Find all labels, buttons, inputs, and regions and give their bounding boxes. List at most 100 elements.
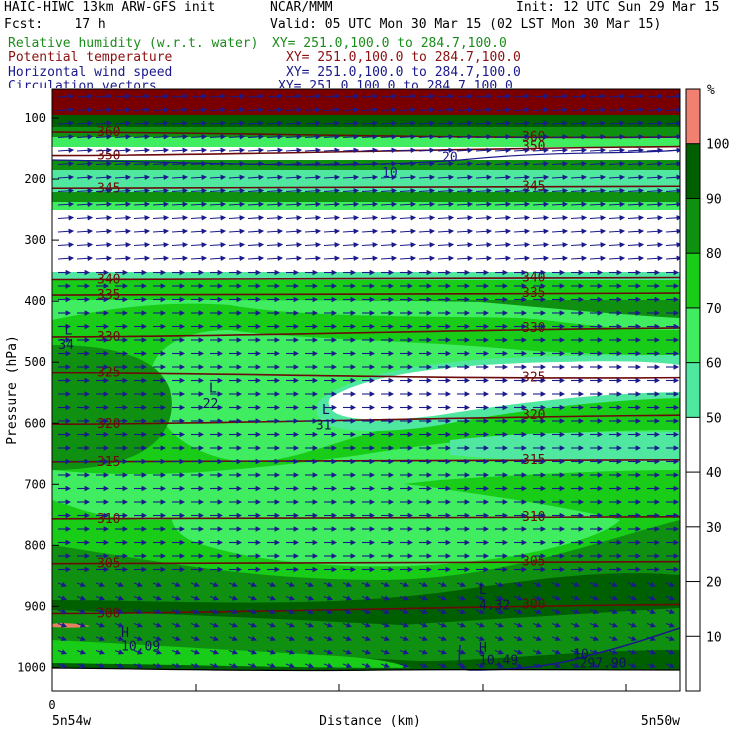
- circulation-vector: [665, 242, 680, 248]
- circulation-vector: [418, 161, 436, 167]
- circulation-vector: [209, 174, 227, 181]
- circulation-vector: [95, 188, 113, 194]
- circulation-vector: [646, 595, 657, 601]
- circulation-vector: [665, 161, 680, 167]
- theta-contour-line: [52, 414, 680, 425]
- x-axis-title: Distance (km): [319, 714, 421, 729]
- circulation-vector: [171, 662, 182, 669]
- circulation-vector: [513, 228, 531, 235]
- x-zero-label: 0: [48, 698, 55, 712]
- colorbar-tick-label: 30: [706, 521, 722, 536]
- circulation-vector: [342, 147, 360, 154]
- circulation-vector: [171, 581, 182, 588]
- circulation-vector: [209, 581, 220, 588]
- circulation-vector: [190, 622, 201, 628]
- circulation-vector: [95, 662, 106, 669]
- circulation-vector: [209, 120, 227, 127]
- circulation-vector: [589, 161, 607, 167]
- theta-contour-label: 350: [97, 149, 120, 164]
- circulation-vector: [627, 608, 638, 615]
- circulation-vector: [570, 201, 588, 208]
- circulation-vector: [418, 134, 436, 140]
- circulation-vector: [494, 595, 505, 601]
- circulation-vector: [418, 215, 436, 221]
- circulation-vector: [171, 134, 189, 140]
- circulation-vector: [361, 93, 379, 100]
- circulation-vector: [171, 635, 182, 642]
- circulation-vector: [228, 215, 246, 221]
- circulation-vector: [266, 215, 284, 221]
- circulation-vector: [133, 622, 144, 628]
- circulation-vector: [456, 622, 467, 628]
- circulation-vector: [304, 635, 315, 642]
- circulation-vector: [171, 120, 189, 127]
- circulation-vector: [247, 188, 265, 194]
- circulation-vector: [399, 649, 410, 655]
- circulation-vector: [532, 174, 550, 181]
- circulation-vector: [532, 120, 550, 127]
- circulation-vector: [190, 147, 208, 154]
- circulation-vector: [665, 255, 680, 262]
- circulation-vector: [209, 228, 227, 235]
- circulation-vector: [494, 134, 512, 140]
- circulation-vector: [76, 147, 94, 154]
- x-axis: 0 5n54w Distance (km) 5n50w: [48, 684, 680, 729]
- circulation-vector: [456, 134, 474, 140]
- circulation-vector: [380, 242, 398, 248]
- circulation-vector: [418, 622, 429, 628]
- circulation-vector: [247, 662, 258, 669]
- circulation-vector: [570, 242, 588, 248]
- circulation-vector: [589, 581, 600, 588]
- circulation-vector: [646, 581, 657, 588]
- circulation-vector: [380, 174, 398, 181]
- circulation-vector: [608, 635, 619, 642]
- circulation-vector: [627, 161, 645, 167]
- colorbar-segment: [686, 143, 700, 199]
- circulation-vector: [95, 174, 113, 181]
- colorbar-frame: [685, 88, 701, 692]
- circulation-vector: [209, 649, 220, 655]
- circulation-vector: [646, 147, 664, 154]
- pressure-center-label: L: [209, 382, 217, 397]
- theta-contour-line: [52, 560, 680, 565]
- colorbar-segment: [686, 198, 700, 254]
- circulation-vector: [285, 608, 296, 615]
- circulation-vector: [380, 93, 398, 100]
- circulation-vector: [342, 228, 360, 235]
- circulation-vector: [665, 93, 680, 100]
- circulation-vector: [646, 662, 657, 669]
- circulation-vector: [57, 134, 75, 140]
- theta-contour-line: [52, 292, 680, 296]
- circulation-vector: [228, 201, 246, 208]
- circulation-vector: [152, 242, 170, 248]
- circulation-vector: [114, 201, 132, 208]
- circulation-vector: [114, 255, 132, 262]
- circulation-vector: [209, 215, 227, 221]
- circulation-vector: [646, 201, 664, 208]
- circulation-vector: [285, 242, 303, 248]
- circulation-vector: [57, 201, 75, 208]
- circulation-vector: [323, 608, 334, 615]
- circulation-vector: [532, 595, 543, 601]
- theta-contour-label: 335: [522, 286, 545, 301]
- circulation-vector: [418, 147, 436, 154]
- circulation-vector: [76, 595, 87, 601]
- circulation-vector: [475, 161, 493, 167]
- circulation-vector: [95, 161, 113, 167]
- field-name-rh: Relative humidity (w.r.t. water): [8, 36, 259, 51]
- circulation-vector: [133, 120, 151, 127]
- circulation-vector: [665, 147, 680, 154]
- theta-contour-line: [52, 371, 680, 379]
- circulation-vector: [437, 93, 455, 100]
- circulation-vector: [190, 201, 208, 208]
- circulation-vector: [437, 188, 455, 194]
- circulation-vector: [114, 608, 125, 615]
- circulation-vector: [247, 93, 265, 100]
- circulation-vector: [532, 662, 543, 669]
- circulation-vector: [513, 215, 531, 221]
- circulation-vector: [190, 242, 208, 248]
- circulation-vector: [247, 622, 258, 628]
- theta-contour-label: 345: [522, 179, 545, 194]
- circulation-vector: [513, 147, 531, 154]
- circulation-vector: [285, 107, 303, 113]
